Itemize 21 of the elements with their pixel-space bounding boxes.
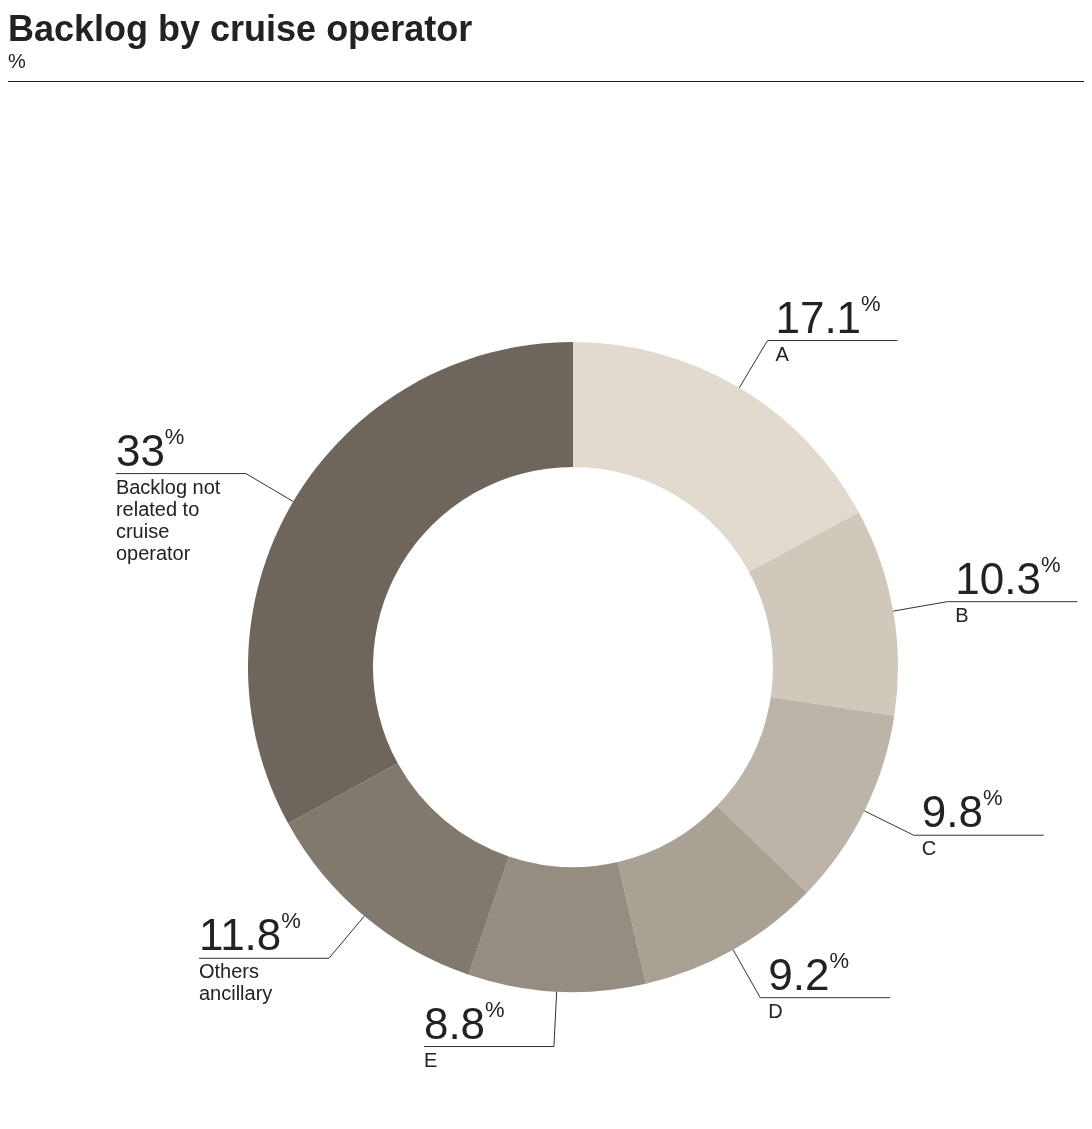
slice-label: B	[955, 603, 969, 626]
slice-label: C	[921, 837, 937, 860]
data-label: 9.2$^{%}$	[768, 947, 849, 999]
donut-slice	[717, 697, 895, 893]
chart-title: Backlog by cruise operator	[8, 8, 474, 50]
donut-slice	[248, 342, 573, 824]
data-label: 9.8$^{%}$	[921, 785, 1003, 837]
slice-label: Others ancillary	[198, 960, 273, 1005]
data-label: 17.1$^{%}$	[775, 290, 881, 342]
data-label: 8.8$^{%}$	[423, 996, 505, 1048]
slice-label: Backlog not related to cruise operator	[115, 475, 221, 564]
slice-label: D	[768, 999, 783, 1022]
donut-slice	[573, 342, 859, 572]
data-label: 33$^{%}$	[115, 423, 185, 475]
donut-slice	[468, 856, 646, 992]
donut-slice	[748, 512, 898, 716]
data-label: 10.3$^{%}$	[955, 551, 1061, 603]
slice-label: E	[423, 1048, 438, 1071]
slice-label: A	[775, 342, 790, 365]
data-label: 11.8$^{%}$	[198, 908, 301, 960]
chart-subtitle: %	[8, 50, 27, 73]
